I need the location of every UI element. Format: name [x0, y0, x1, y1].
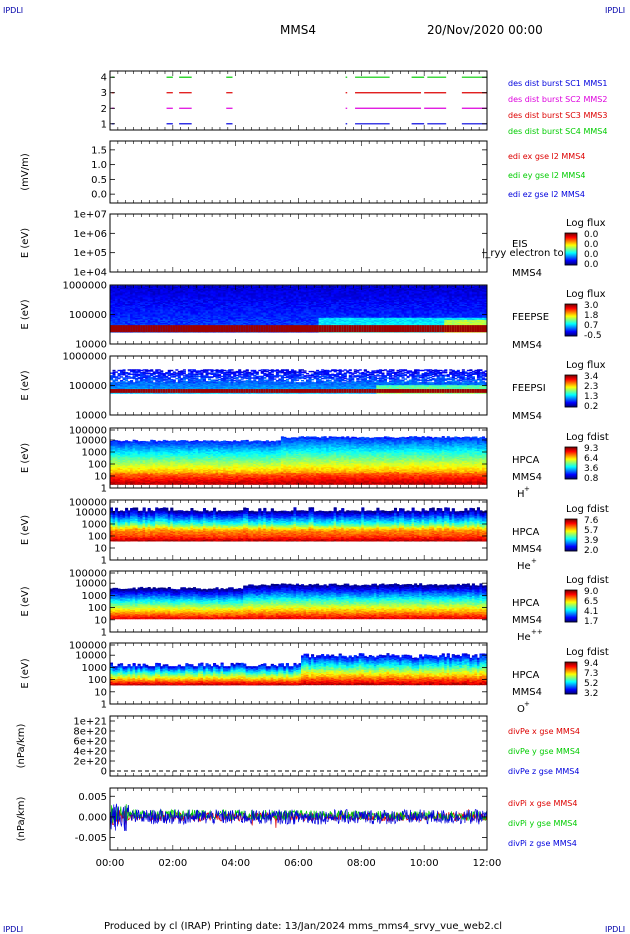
y-tick-label: 3 [101, 88, 107, 99]
legend-entry: des dist burst SC3 MMS3 [508, 111, 607, 120]
y-tick-label: 1.5 [91, 145, 107, 156]
spacecraft-label: MMS4 [512, 268, 542, 279]
y-tick-label: 1.0 [91, 160, 107, 171]
colorbar-title: Log flux [566, 218, 606, 229]
legend-entry: edi ey gse l2 MMS4 [508, 171, 586, 180]
header-date: 20/Nov/2020 00:00 [427, 23, 543, 37]
panel-frame [110, 141, 487, 203]
panel-frame [110, 214, 487, 272]
colorbar-tick-label: 0.0 [584, 240, 599, 250]
y-tick-label: 0.5 [91, 175, 107, 186]
overlay-label: |_ryy electron to [482, 248, 564, 259]
y-tick-label: 1e+06 [73, 229, 107, 240]
y-tick-label: 1 [101, 119, 107, 130]
legend-entry: edi ez gse l2 MMS4 [508, 190, 585, 199]
colorbar-tick-label: 0.0 [584, 250, 599, 260]
legend-entry: des dist burst SC1 MMS1 [508, 79, 607, 88]
colorbar-tick-label: 0.0 [584, 230, 599, 240]
panel-stack: 1 2 3 4 des dist burst SC1 MMS1 des dist burs… [16, 71, 609, 850]
colorbar-tick-label: 0.0 [584, 260, 599, 270]
y-tick-label: 0.0 [91, 190, 107, 201]
y-tick-label: 2 [101, 104, 107, 115]
legend-entry: edi ex gse l2 MMS4 [508, 152, 585, 161]
legend-entry: des dist burst SC4 MMS4 [508, 127, 607, 136]
header-spacecraft: MMS4 [280, 23, 316, 37]
y-tick-label: 1e+04 [73, 268, 107, 279]
y-axis-label: E (eV) [20, 228, 31, 258]
y-axis-label: (mV/m) [20, 153, 31, 191]
corner-tag-top-right: IPDLI [605, 6, 625, 15]
y-tick-label: 1e+05 [73, 248, 107, 259]
legend-entry: des dist burst SC2 MMS2 [508, 95, 607, 104]
corner-tag-top-left: IPDLI [3, 6, 23, 15]
panel-1: 1 2 3 4 des dist burst SC1 MMS1 des dist burs… [101, 71, 608, 136]
y-tick-label: 4 [101, 73, 107, 84]
y-tick-label: 1e+07 [73, 210, 107, 221]
panel-frame [110, 71, 487, 130]
panel-2: 0.0 0.5 1.0 1.5 (mV/m) edi ex gse l2 MMS4 edi … [20, 141, 586, 203]
